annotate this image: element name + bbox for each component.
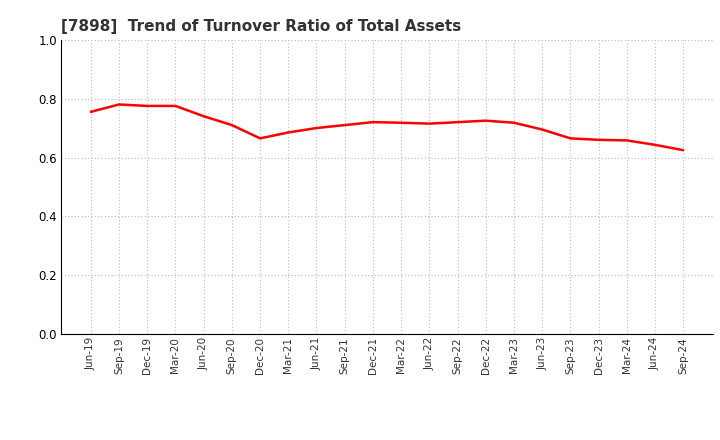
Text: [7898]  Trend of Turnover Ratio of Total Assets: [7898] Trend of Turnover Ratio of Total … (61, 19, 462, 34)
